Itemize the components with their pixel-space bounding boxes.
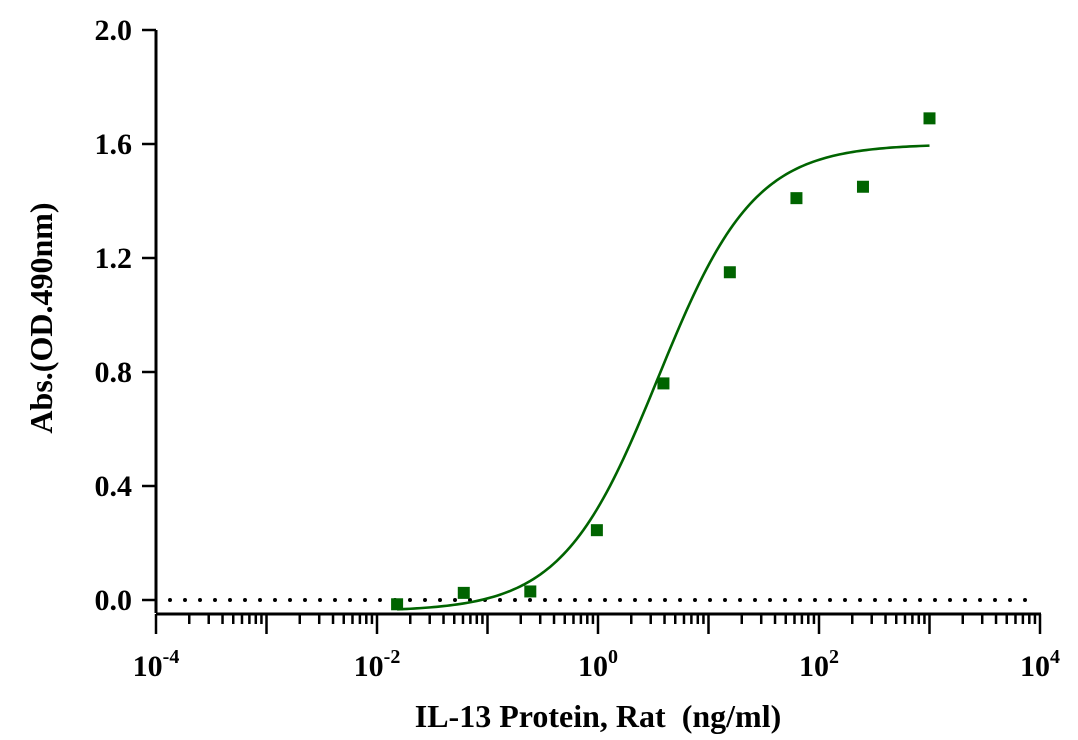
x-tick-base: 10	[1020, 650, 1050, 683]
data-point	[790, 192, 803, 205]
x-tick-base: 10	[799, 650, 829, 683]
y-tick-label: 0.4	[95, 470, 133, 503]
data-point	[723, 266, 736, 279]
x-tick-base: 10	[133, 650, 163, 683]
x-tick-exponent: 4	[1050, 646, 1060, 668]
fit-layer	[397, 144, 930, 611]
y-axis-title: Abs.(OD.490nm)	[23, 202, 59, 433]
x-tick-base: 10	[578, 650, 608, 683]
fit-curve	[397, 144, 930, 611]
data-point	[457, 586, 470, 599]
data-point	[524, 585, 537, 598]
x-tick-label: 102	[799, 646, 839, 683]
y-tick-label: 1.2	[95, 242, 133, 275]
data-point	[657, 377, 670, 390]
x-axis-title: IL-13 Protein, Rat (ng/ml)	[415, 698, 781, 734]
data-point	[391, 598, 404, 611]
data-point	[856, 180, 869, 193]
x-axis: 10-4 10-2 100 102 104	[133, 612, 1060, 683]
x-tick-exponent: 0	[608, 646, 618, 668]
x-tick-exponent: 2	[829, 646, 839, 668]
data-point	[923, 112, 936, 125]
x-tick-label: 100	[578, 646, 618, 683]
y-axis: 0.0 0.4 0.8 1.2 1.6 2.0	[95, 14, 158, 617]
y-tick-label: 0.8	[95, 356, 133, 389]
point-layer	[391, 112, 936, 611]
x-tick-label: 104	[1020, 646, 1060, 683]
data-point	[590, 524, 603, 537]
x-tick-exponent: -2	[384, 646, 401, 668]
x-tick-exponent: -4	[163, 646, 180, 668]
y-tick-label: 0.0	[95, 584, 133, 617]
y-tick-label: 2.0	[95, 14, 133, 47]
x-tick-label: 10-2	[354, 646, 401, 683]
y-tick-label: 1.6	[95, 128, 133, 161]
x-tick-label: 10-4	[133, 646, 180, 683]
x-tick-base: 10	[354, 650, 384, 683]
